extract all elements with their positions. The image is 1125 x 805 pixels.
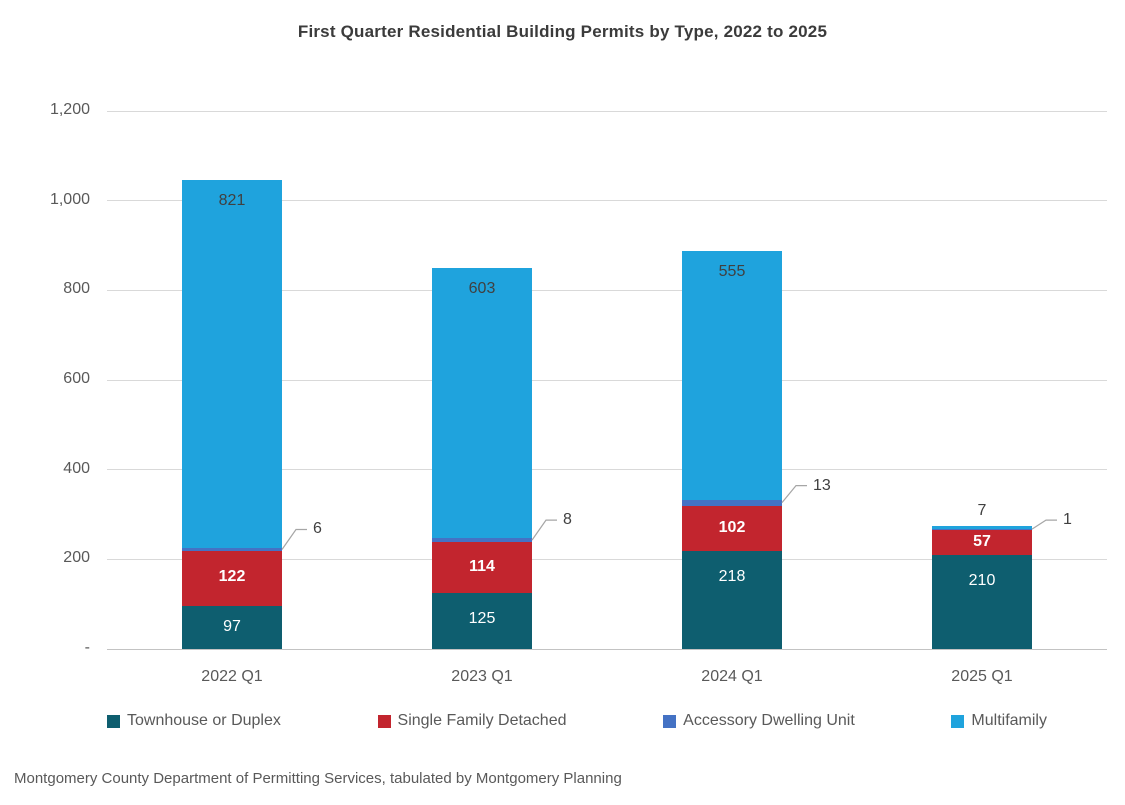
data-label-accessory-dwelling-unit-2023-q1: 8 <box>563 511 572 529</box>
legend-label-multifamily: Multifamily <box>971 712 1047 729</box>
bar-segment-multifamily-2025-q1 <box>932 525 1032 529</box>
y-axis-label-400: 400 <box>63 459 90 477</box>
bar-segment-accessory-dwelling-unit-2024-q1 <box>682 499 782 506</box>
bar-segment-townhouse-or-duplex-2025-q1 <box>932 554 1032 649</box>
bar-segment-multifamily-2023-q1 <box>432 267 532 539</box>
callout-line-2023-q1 <box>531 519 557 541</box>
y-axis-label-1000: 1,000 <box>49 190 90 208</box>
data-label-multifamily-2025-q1: 7 <box>977 501 987 519</box>
bar-segment-townhouse-or-duplex-2023-q1 <box>432 592 532 649</box>
data-label-townhouse-or-duplex-2023-q1: 125 <box>468 609 496 627</box>
data-label-multifamily-2023-q1: 603 <box>468 279 496 297</box>
data-label-townhouse-or-duplex-2024-q1: 218 <box>718 568 746 586</box>
gridline-200 <box>107 558 1107 560</box>
callout-line-2024-q1 <box>781 485 807 503</box>
y-axis-label-200: 200 <box>63 549 90 567</box>
legend-item-townhouse: Townhouse or Duplex <box>107 712 281 730</box>
bar-segment-accessory-dwelling-unit-2023-q1 <box>432 538 532 542</box>
data-label-accessory-dwelling-unit-2022-q1: 6 <box>313 520 322 538</box>
gridline-400 <box>107 469 1107 471</box>
data-label-single-family-detached-2025-q1: 57 <box>973 533 991 551</box>
bar-segment-single-family-detached-2023-q1 <box>432 541 532 593</box>
x-axis-label-2022-q1: 2022 Q1 <box>201 668 263 685</box>
bar-segment-single-family-detached-2025-q1 <box>932 529 1032 555</box>
data-label-multifamily-2022-q1: 821 <box>218 192 246 210</box>
legend-swatch-multifamily-icon <box>951 714 965 728</box>
data-label-single-family-detached-2022-q1: 122 <box>218 567 246 585</box>
legend-item-multifamily: Multifamily <box>951 712 1047 730</box>
legend-item-single-family: Single Family Detached <box>377 712 567 730</box>
gridline-1200 <box>107 110 1107 112</box>
y-axis-label-1200: 1,200 <box>49 101 90 118</box>
legend-label-single-family: Single Family Detached <box>397 712 567 729</box>
bar-segment-multifamily-2022-q1 <box>182 180 282 549</box>
legend-label-adu: Accessory Dwelling Unit <box>683 712 855 729</box>
legend-swatch-single-family-icon <box>377 714 391 728</box>
legend-label-townhouse: Townhouse or Duplex <box>127 712 281 729</box>
gridline-0 <box>107 648 1107 650</box>
callout-line-2022-q1 <box>281 528 307 550</box>
legend-item-adu: Accessory Dwelling Unit <box>663 712 855 730</box>
callout-line-2025-q1 <box>1031 519 1057 530</box>
gridline-1000 <box>107 200 1107 202</box>
legend: Townhouse or Duplex Single Family Detach… <box>107 707 1047 735</box>
data-label-single-family-detached-2024-q1: 102 <box>718 519 746 537</box>
y-axis-label-600: 600 <box>63 370 90 387</box>
bar-segment-single-family-detached-2022-q1 <box>182 550 282 606</box>
bar-segment-accessory-dwelling-unit-2022-q1 <box>182 548 282 551</box>
data-label-townhouse-or-duplex-2022-q1: 97 <box>223 618 241 636</box>
data-label-single-family-detached-2023-q1: 114 <box>469 558 495 576</box>
legend-swatch-townhouse-icon <box>107 714 120 728</box>
data-label-multifamily-2024-q1: 555 <box>718 262 746 280</box>
bar-segment-townhouse-or-duplex-2022-q1 <box>182 605 282 649</box>
gridline-800 <box>107 289 1107 291</box>
data-label-townhouse-or-duplex-2025-q1: 210 <box>968 571 996 589</box>
data-label-accessory-dwelling-unit-2025-q1: 1 <box>1063 511 1072 529</box>
bar-segment-townhouse-or-duplex-2024-q1 <box>682 551 782 649</box>
legend-swatch-adu-icon <box>663 714 677 728</box>
chart-title: First Quarter Residential Building Permi… <box>297 22 828 41</box>
data-label-accessory-dwelling-unit-2024-q1: 13 <box>813 476 831 494</box>
y-axis-label-800: 800 <box>63 280 90 298</box>
bar-segment-single-family-detached-2024-q1 <box>682 505 782 552</box>
x-axis-label-2024-q1: 2024 Q1 <box>701 668 763 685</box>
y-axis-label-0: - <box>84 639 90 656</box>
x-axis-label-2023-q1: 2023 Q1 <box>451 668 513 685</box>
source-note: Montgomery County Department of Permitti… <box>14 770 622 787</box>
gridline-600 <box>107 379 1107 381</box>
x-axis-label-2025-q1: 2025 Q1 <box>951 668 1013 685</box>
bar-segment-multifamily-2024-q1 <box>682 250 782 500</box>
